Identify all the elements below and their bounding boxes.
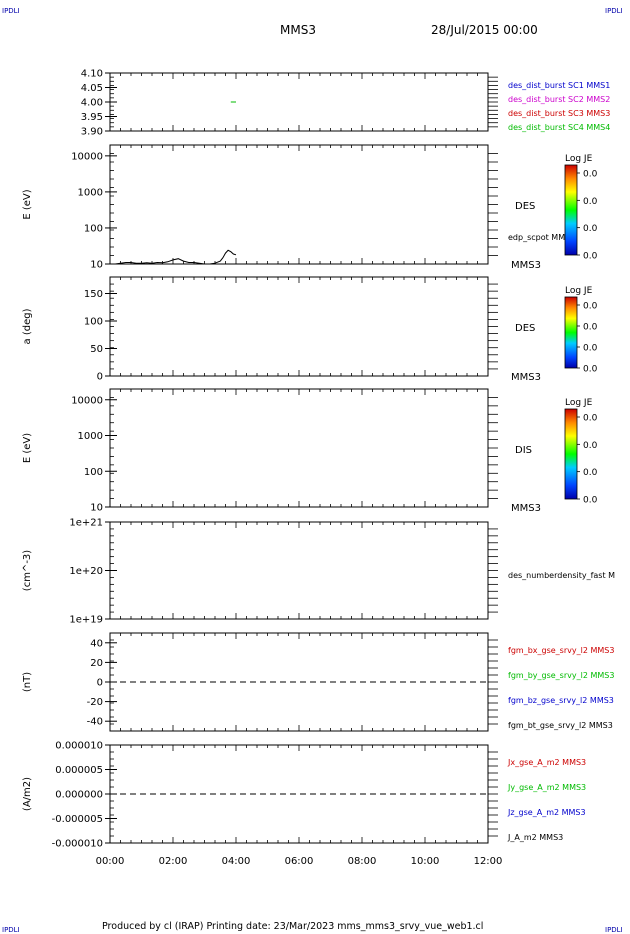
colorbar-tick-label: 0.0 xyxy=(583,441,598,451)
panel-instrument-label: DES xyxy=(515,323,535,334)
colorbar-tick-label: 0.0 xyxy=(583,365,598,375)
colorbar-title: Log JE xyxy=(565,398,593,408)
panels-group: 4.10 4.05 4.00 3.95 3.90 des_dist_burst SC1 M… xyxy=(22,69,615,868)
panel-frame xyxy=(109,521,489,620)
legend-entry: des_numberdensity_fast M xyxy=(508,571,615,580)
series-line xyxy=(115,249,237,265)
colorbar-title: Log JE xyxy=(565,286,593,296)
y-tick-label: 1e+20 xyxy=(69,566,103,577)
y-tick-label: 0.000000 xyxy=(55,790,103,801)
panel-instrument-label: DIS xyxy=(515,445,532,456)
y-tick-label: 0.000010 xyxy=(55,741,103,752)
colorbar-tick-label: 0.0 xyxy=(583,323,598,333)
panel-sc-label: MMS3 xyxy=(511,372,541,383)
y-axis-label: E (eV) xyxy=(22,433,33,463)
corner-label-bottom-left: IPDLI xyxy=(2,926,20,934)
legend-entry: Jx_gse_A_m2 MMS3 xyxy=(507,758,586,767)
panel-frame xyxy=(109,144,489,265)
x-tick-label: 02:00 xyxy=(159,856,188,867)
y-tick-label: 4.10 xyxy=(81,69,103,80)
y-tick-label: 20 xyxy=(90,658,103,669)
y-tick-label: 0 xyxy=(97,372,103,383)
y-tick-label: -0.000005 xyxy=(52,814,103,825)
y-axis-label: a (deg) xyxy=(22,308,33,344)
colorbar-title: Log JE xyxy=(565,154,593,164)
x-tick-label: 10:00 xyxy=(411,856,440,867)
corner-label-bottom-right: IPDLI xyxy=(605,926,623,934)
panel-frame xyxy=(109,72,489,132)
y-axis-label: E (eV) xyxy=(22,189,33,219)
footer-text: Produced by cl (IRAP) Printing date: 23/… xyxy=(102,921,483,932)
y-tick-label: -0.000010 xyxy=(52,839,103,850)
y-tick-label: 10 xyxy=(90,503,103,514)
colorbar-tick-label: 0.0 xyxy=(583,496,598,506)
legend-entry: des_dist_burst SC1 MMS1 xyxy=(508,81,610,90)
y-tick-label: 50 xyxy=(90,344,103,355)
colorbar-tick-label: 0.0 xyxy=(583,302,598,312)
y-tick-label: 0.000005 xyxy=(55,765,103,776)
x-tick-label: 08:00 xyxy=(348,856,377,867)
panel-sc-label: MMS3 xyxy=(511,260,541,271)
y-axis-label: (cm^-3) xyxy=(22,550,33,591)
y-tick-label: 100 xyxy=(84,317,103,328)
y-tick-label: 3.95 xyxy=(81,112,103,123)
legend-entry: Jy_gse_A_m2 MMS3 xyxy=(507,783,586,792)
y-tick-label: -40 xyxy=(87,717,103,728)
y-tick-label: 4.05 xyxy=(81,83,103,94)
y-tick-label: 100 xyxy=(84,467,103,478)
colorbar-tick-label: 0.0 xyxy=(583,468,598,478)
x-tick-label: 12:00 xyxy=(474,856,503,867)
colorbar-tick-label: 0.0 xyxy=(583,224,598,234)
colorbar xyxy=(564,408,578,500)
colorbar-tick-label: 0.0 xyxy=(583,252,598,262)
y-tick-label: 100 xyxy=(84,223,103,234)
plot-title: MMS3 xyxy=(280,23,316,37)
y-tick-label: 1e+21 xyxy=(69,518,103,529)
legend-entry: des_dist_burst SC3 MMS3 xyxy=(508,109,610,118)
y-tick-label: 10 xyxy=(90,260,103,271)
legend-entry: fgm_bt_gse_srvy_l2 MMS3 xyxy=(508,721,613,730)
y-tick-label: 1e+19 xyxy=(69,615,103,626)
legend-entry: fgm_bz_gse_srvy_l2 MMS3 xyxy=(508,696,614,705)
legend-entry: des_dist_burst SC2 MMS2 xyxy=(508,95,610,104)
panel-frame xyxy=(109,276,489,377)
colorbar-tick-label: 0.0 xyxy=(583,197,598,207)
legend-entry: edp_scpot MMS3 xyxy=(508,233,575,242)
corner-label-top-left: IPDLI xyxy=(2,7,20,15)
y-tick-label: -20 xyxy=(87,697,103,708)
y-tick-label: 4.00 xyxy=(81,98,103,109)
x-tick-label: 04:00 xyxy=(222,856,251,867)
y-tick-label: 10000 xyxy=(71,395,103,406)
y-tick-label: 40 xyxy=(90,638,103,649)
panel-instrument-label: DES xyxy=(515,201,535,212)
legend-entry: Jz_gse_A_m2 MMS3 xyxy=(507,808,586,817)
legend-entry: fgm_bx_gse_srvy_l2 MMS3 xyxy=(508,646,614,655)
colorbar-tick-label: 0.0 xyxy=(583,170,598,180)
colorbar-tick-label: 0.0 xyxy=(583,344,598,354)
panel-frame xyxy=(109,388,489,508)
colorbar xyxy=(564,164,578,256)
y-axis-label: (A/m2) xyxy=(22,777,33,811)
x-tick-label: 00:00 xyxy=(96,856,125,867)
y-tick-label: 3.90 xyxy=(81,127,103,138)
corner-label-top-right: IPDLI xyxy=(605,7,623,15)
x-tick-label: 06:00 xyxy=(285,856,314,867)
y-axis-label: (nT) xyxy=(22,672,33,692)
y-tick-label: 10000 xyxy=(71,151,103,162)
y-tick-label: 1000 xyxy=(78,187,103,198)
legend-entry: J_A_m2 MMS3 xyxy=(507,833,563,842)
legend-entry: fgm_by_gse_srvy_l2 MMS3 xyxy=(508,671,614,680)
y-tick-label: 0 xyxy=(97,678,103,689)
plot-date: 28/Jul/2015 00:00 xyxy=(431,23,538,37)
y-tick-label: 150 xyxy=(84,289,103,300)
legend-entry: des_dist_burst SC4 MMS4 xyxy=(508,123,610,132)
colorbar-tick-label: 0.0 xyxy=(583,414,598,424)
panel-sc-label: MMS3 xyxy=(511,503,541,514)
colorbar xyxy=(564,296,578,369)
y-tick-label: 1000 xyxy=(78,431,103,442)
